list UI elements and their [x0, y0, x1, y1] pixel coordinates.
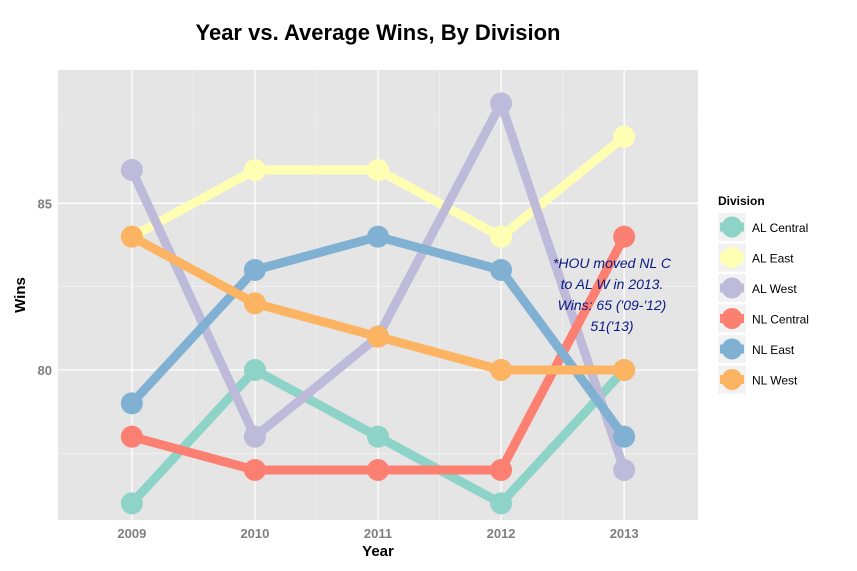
data-point-al-west — [244, 426, 266, 448]
data-point-al-east — [367, 159, 389, 181]
data-point-nl-central — [367, 459, 389, 481]
annotation-line: *HOU moved NL C — [553, 255, 672, 271]
legend-key-point-nl-east — [722, 339, 743, 360]
data-point-al-east — [490, 226, 512, 248]
data-point-nl-east — [121, 392, 143, 414]
x-tick-label: 2011 — [364, 526, 392, 541]
x-tick-label: 2010 — [240, 526, 269, 541]
data-point-nl-east — [244, 259, 266, 281]
data-point-nl-east — [367, 226, 389, 248]
data-point-al-west — [613, 459, 635, 481]
x-tick-label: 2012 — [487, 526, 516, 541]
data-point-nl-west — [613, 359, 635, 381]
y-tick-label: 80 — [38, 363, 52, 378]
legend-key-point-al-central — [722, 217, 743, 238]
chart-title: Year vs. Average Wins, By Division — [196, 20, 561, 45]
legend: Division AL Central AL East AL West NL Cent… — [718, 194, 809, 394]
data-point-al-west — [490, 92, 512, 114]
data-point-nl-east — [490, 259, 512, 281]
data-point-nl-central — [490, 459, 512, 481]
data-point-al-west — [121, 159, 143, 181]
y-tick-label: 85 — [38, 196, 52, 211]
data-point-al-central — [121, 492, 143, 514]
data-point-al-central — [490, 492, 512, 514]
data-point-nl-west — [490, 359, 512, 381]
legend-label-nl-central: NL Central — [752, 313, 809, 327]
legend-label-nl-west: NL West — [752, 374, 798, 388]
data-point-al-east — [613, 126, 635, 148]
legend-key-point-nl-west — [722, 369, 743, 390]
data-point-al-central — [367, 426, 389, 448]
annotation-line: to AL W in 2013. — [561, 276, 664, 292]
legend-label-nl-east: NL East — [752, 343, 795, 357]
legend-label-al-west: AL West — [752, 282, 797, 296]
data-point-nl-central — [613, 226, 635, 248]
y-axis-title: Wins — [12, 277, 29, 313]
data-point-nl-west — [367, 326, 389, 348]
annotation-line: Wins: 65 ('09-'12) — [558, 297, 667, 313]
annotation-line: 51('13) — [590, 318, 633, 334]
legend-label-al-east: AL East — [752, 252, 794, 266]
legend-label-al-central: AL Central — [752, 221, 808, 235]
legend-key-point-al-west — [722, 278, 743, 299]
legend-key-point-al-east — [722, 247, 743, 268]
data-point-nl-west — [121, 226, 143, 248]
legend-key-point-nl-central — [722, 308, 743, 329]
legend-title: Division — [718, 194, 765, 208]
data-point-nl-central — [121, 426, 143, 448]
x-tick-label: 2009 — [117, 526, 146, 541]
x-axis-title: Year — [362, 543, 394, 560]
data-point-nl-east — [613, 426, 635, 448]
x-tick-label: 2013 — [610, 526, 639, 541]
data-point-al-east — [244, 159, 266, 181]
data-point-nl-west — [244, 292, 266, 314]
data-point-al-central — [244, 359, 266, 381]
data-point-nl-central — [244, 459, 266, 481]
